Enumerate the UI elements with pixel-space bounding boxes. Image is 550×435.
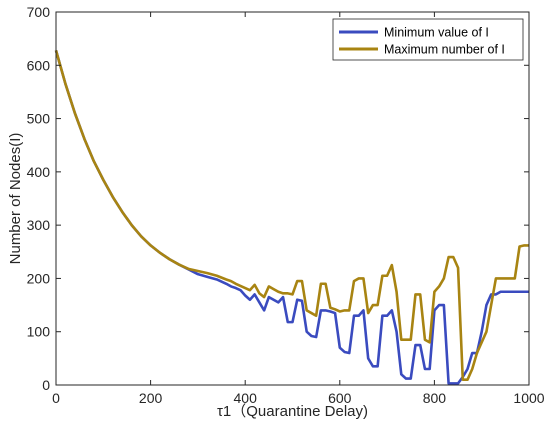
y-tick-label: 200	[27, 270, 51, 286]
y-tick-label: 600	[27, 57, 51, 73]
plot-area-frame	[55, 11, 530, 386]
x-axis-label: τ1（Quarantine Delay)	[217, 403, 368, 420]
x-tick-label: 800	[423, 390, 447, 406]
y-tick-label: 400	[27, 164, 51, 180]
legend-box	[332, 18, 524, 61]
legend-label-minimum: Minimum value of I	[384, 26, 489, 40]
legend-label-maximum: Maximum number of I	[384, 43, 505, 57]
ticks-layer: 0 200 400 600 800 1000 0 100 200 300 400 500 600 700	[27, 4, 545, 406]
x-tick-label: 200	[139, 390, 163, 406]
x-tick-label: 400	[234, 390, 258, 406]
y-axis-label: Number of Nodes(I)	[7, 133, 24, 265]
y-tick-label: 100	[27, 324, 51, 340]
legend: Minimum value of I Maximum number of I	[332, 18, 524, 61]
labels-layer: τ1（Quarantine Delay) Number of Nodes(I)	[7, 133, 368, 420]
x-tick-label: 0	[52, 390, 60, 406]
plot-area-background	[56, 12, 529, 385]
y-tick-label: 500	[27, 111, 51, 127]
y-tick-label: 700	[27, 4, 51, 20]
series-line-1	[54, 50, 529, 381]
x-tick-label: 600	[328, 390, 352, 406]
series-layer	[54, 50, 529, 385]
y-tick-label: 0	[42, 377, 50, 393]
y-tick-label: 300	[27, 217, 51, 233]
x-tick-label: 1000	[513, 390, 544, 406]
